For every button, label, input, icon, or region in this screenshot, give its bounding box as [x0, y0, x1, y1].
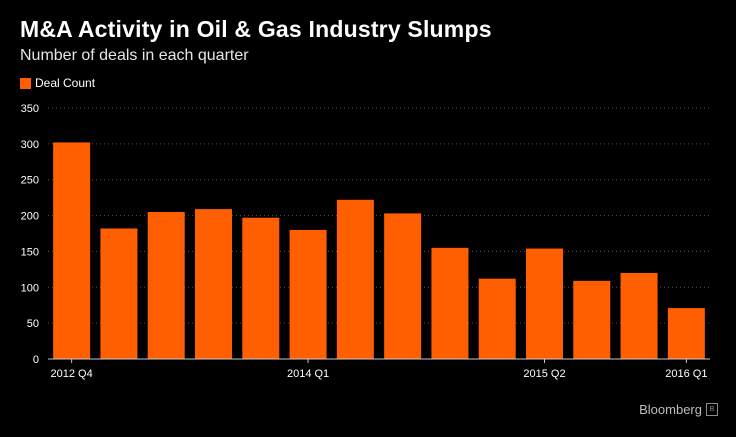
chart-subtitle: Number of deals in each quarter	[20, 47, 249, 64]
y-tick-label: 200	[21, 211, 39, 223]
x-tick-label: 2012 Q4	[51, 368, 93, 380]
x-tick-label: 2014 Q1	[287, 368, 329, 380]
bar	[384, 213, 422, 359]
bar	[336, 199, 374, 359]
bloomberg-box-icon: B	[706, 403, 718, 416]
y-tick-label: 150	[21, 246, 39, 258]
bar	[147, 211, 185, 359]
bar	[242, 217, 280, 359]
bar	[431, 247, 469, 359]
x-tick-label: 2016 Q1	[665, 368, 707, 380]
bar	[620, 272, 658, 359]
bar	[573, 280, 611, 359]
y-tick-label: 350	[21, 103, 39, 115]
y-tick-label: 300	[21, 139, 39, 151]
y-tick-label: 50	[27, 318, 39, 330]
y-tick-label: 250	[21, 175, 39, 187]
chart-title: M&A Activity in Oil & Gas Industry Slump…	[20, 16, 492, 42]
bar	[478, 278, 516, 359]
x-tick-label: 2015 Q2	[523, 368, 565, 380]
bar	[526, 248, 563, 359]
bar	[100, 228, 138, 359]
bar	[667, 308, 705, 359]
bloomberg-logo: Bloomberg	[639, 402, 702, 417]
y-tick-label: 100	[21, 282, 39, 294]
footer: Bloomberg B	[639, 402, 718, 417]
legend-swatch	[20, 77, 31, 89]
legend: Deal Count	[20, 76, 95, 90]
bar	[195, 209, 232, 359]
bar	[289, 229, 327, 359]
y-tick-label: 0	[33, 354, 39, 366]
bar	[53, 142, 91, 359]
legend-label: Deal Count	[35, 76, 96, 90]
